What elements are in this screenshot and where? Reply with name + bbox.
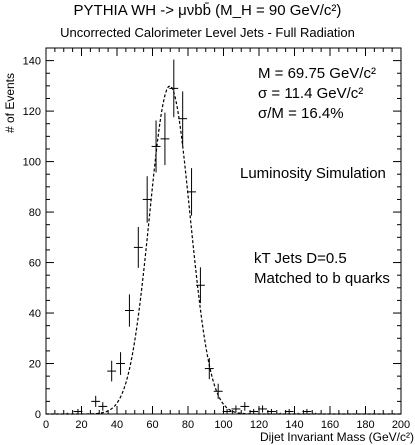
fit-curve xyxy=(46,85,401,415)
x-tick-label: 120 xyxy=(250,419,268,431)
x-tick-label: 180 xyxy=(356,419,374,431)
data-point xyxy=(284,408,294,414)
y-tick-label: 40 xyxy=(29,308,41,320)
data-point xyxy=(311,412,321,415)
x-tick-label: 100 xyxy=(214,419,232,431)
chart-title: PYTHIA WH -> μνbb̄ (M_H = 90 GeV/c²) xyxy=(73,2,342,19)
data-point xyxy=(195,267,205,304)
tick-marks: 0 20 40 60 80 100 120 140 160 180 200 0 20 40 60 80 100 1… xyxy=(23,47,410,431)
data-points xyxy=(62,59,321,415)
chart-subtitle: Uncorrected Calorimeter Level Jets - Ful… xyxy=(60,25,355,40)
y-tick-label: 0 xyxy=(35,409,41,421)
x-tick-label: 60 xyxy=(146,419,158,431)
data-point xyxy=(73,408,83,414)
data-point xyxy=(142,176,152,223)
data-point xyxy=(222,408,232,414)
x-tick-label: 20 xyxy=(75,419,87,431)
x-tick-label: 160 xyxy=(321,419,339,431)
data-point xyxy=(124,294,134,327)
x-tick-label: 0 xyxy=(43,419,49,431)
data-point xyxy=(169,59,179,118)
annotation-fit-mass: M = 69.75 GeV/c² xyxy=(258,65,376,82)
y-tick-label: 100 xyxy=(23,157,41,169)
data-point xyxy=(107,360,117,382)
y-tick-label: 120 xyxy=(23,106,41,118)
data-point xyxy=(187,168,196,216)
y-axis-label: # of Events xyxy=(3,73,17,133)
x-tick-label: 80 xyxy=(182,419,194,431)
x-tick-label: 140 xyxy=(285,419,303,431)
data-point xyxy=(204,357,214,380)
annotation-simulation: Luminosity Simulation xyxy=(240,165,386,182)
data-point xyxy=(133,226,143,268)
data-point xyxy=(231,405,241,413)
y-tick-label: 20 xyxy=(29,359,41,371)
data-point xyxy=(62,412,72,415)
annotation-fit-ratio: σ/M = 16.4% xyxy=(258,105,344,122)
data-point xyxy=(275,412,285,415)
x-axis-label: Dijet Invariant Mass (GeV/c²) xyxy=(260,430,414,444)
data-point xyxy=(213,383,223,399)
data-point xyxy=(302,408,312,414)
data-point xyxy=(249,408,259,414)
data-point xyxy=(91,395,101,407)
x-tick-label: 40 xyxy=(111,419,123,431)
y-tick-label: 60 xyxy=(29,258,41,270)
data-point xyxy=(178,91,188,146)
data-point xyxy=(151,120,161,173)
fit-curve-group xyxy=(46,85,401,415)
data-point xyxy=(240,402,250,411)
data-point xyxy=(258,405,267,413)
annotation-matched: Matched to b quarks xyxy=(254,270,390,287)
data-point xyxy=(98,402,108,411)
axes xyxy=(45,47,402,415)
annotation-fit-sigma: σ = 11.4 GeV/c² xyxy=(258,85,363,102)
annotation-jets: kT Jets D=0.5 xyxy=(254,250,347,267)
plot-frame xyxy=(45,47,402,415)
x-tick-label: 200 xyxy=(392,419,410,431)
data-point xyxy=(116,352,125,375)
data-point xyxy=(266,408,276,414)
y-tick-label: 140 xyxy=(23,56,41,68)
y-tick-label: 80 xyxy=(29,207,41,219)
data-point xyxy=(293,412,303,415)
data-point xyxy=(160,112,170,166)
